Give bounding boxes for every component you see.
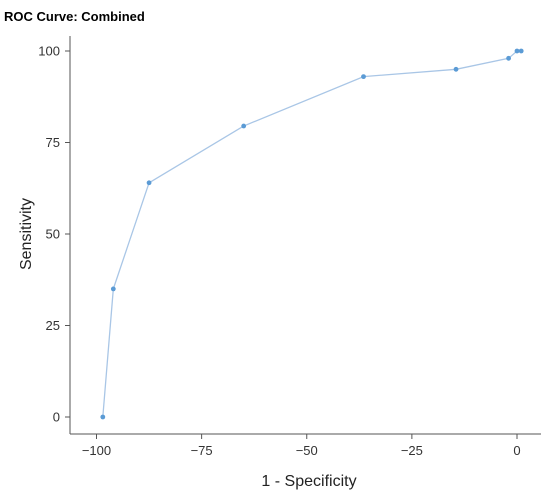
y-axis-ticks: 0 25 50 75 100 xyxy=(38,44,70,425)
roc-data-point xyxy=(514,48,520,54)
y-tick-label: 50 xyxy=(46,227,60,242)
roc-data-point xyxy=(110,286,116,292)
roc-data-point xyxy=(506,55,511,61)
y-axis-label: Sensitivity xyxy=(18,198,35,270)
x-tick-label: −100 xyxy=(82,443,111,458)
roc-data-point xyxy=(518,48,524,54)
x-tick-label: −75 xyxy=(191,443,213,458)
series-layer xyxy=(100,48,524,420)
plot-area: −100 −75 −50 −25 0 0 25 50 75 100 xyxy=(38,36,541,458)
roc-data-point xyxy=(241,123,247,129)
chart-title: ROC Curve: Combined xyxy=(4,9,145,24)
y-tick-label: 75 xyxy=(46,135,60,150)
x-tick-label: −50 xyxy=(296,443,318,458)
roc-series-line xyxy=(102,50,522,418)
roc-data-point xyxy=(361,74,366,80)
roc-data-point xyxy=(453,66,459,72)
x-axis-label: 1 - Specificity xyxy=(261,473,356,490)
y-tick-label: 100 xyxy=(38,44,60,59)
roc-data-point xyxy=(146,180,152,186)
x-tick-label: −25 xyxy=(401,443,423,458)
x-tick-label: 0 xyxy=(513,443,520,458)
y-tick-label: 0 xyxy=(53,410,60,425)
y-tick-label: 25 xyxy=(46,318,60,333)
x-axis-ticks: −100 −75 −50 −25 0 xyxy=(82,434,521,458)
roc-data-point xyxy=(100,414,106,420)
